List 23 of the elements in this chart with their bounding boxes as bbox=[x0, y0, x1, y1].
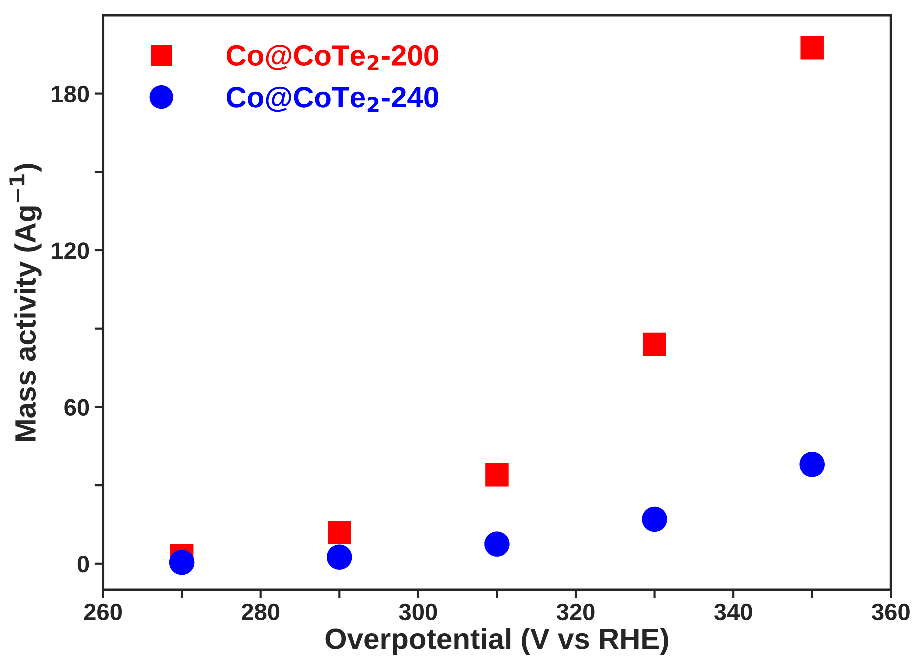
y-tick-label: 120 bbox=[52, 242, 90, 260]
point bbox=[642, 506, 668, 532]
point bbox=[327, 544, 352, 570]
point bbox=[169, 550, 195, 576]
x-tick-label: 260 bbox=[84, 604, 122, 621]
y-tick-label: 60 bbox=[64, 399, 90, 416]
x-tick-label: 340 bbox=[714, 604, 752, 621]
point bbox=[800, 452, 825, 478]
x-tick-label: 360 bbox=[872, 604, 910, 621]
x-tick-label: 280 bbox=[242, 604, 280, 621]
legend-label: Co@CoTe$_{2}$-240 bbox=[226, 86, 438, 112]
y-tick-label: 0 bbox=[78, 556, 90, 573]
point bbox=[484, 532, 510, 557]
legend-label: Co@CoTe$_{2}$-200 bbox=[226, 45, 438, 71]
y-axis-title: Mass activity (Ag$^{−1}$) bbox=[10, 164, 42, 442]
y-tick-label: 180 bbox=[52, 86, 90, 103]
x-tick-label: 320 bbox=[556, 604, 595, 621]
point bbox=[800, 36, 824, 60]
x-tick-label: 300 bbox=[399, 604, 438, 621]
point bbox=[328, 520, 352, 544]
point bbox=[643, 332, 666, 356]
x-axis-title: Overpotential (V vs RHE) bbox=[326, 628, 668, 656]
point bbox=[486, 463, 509, 487]
